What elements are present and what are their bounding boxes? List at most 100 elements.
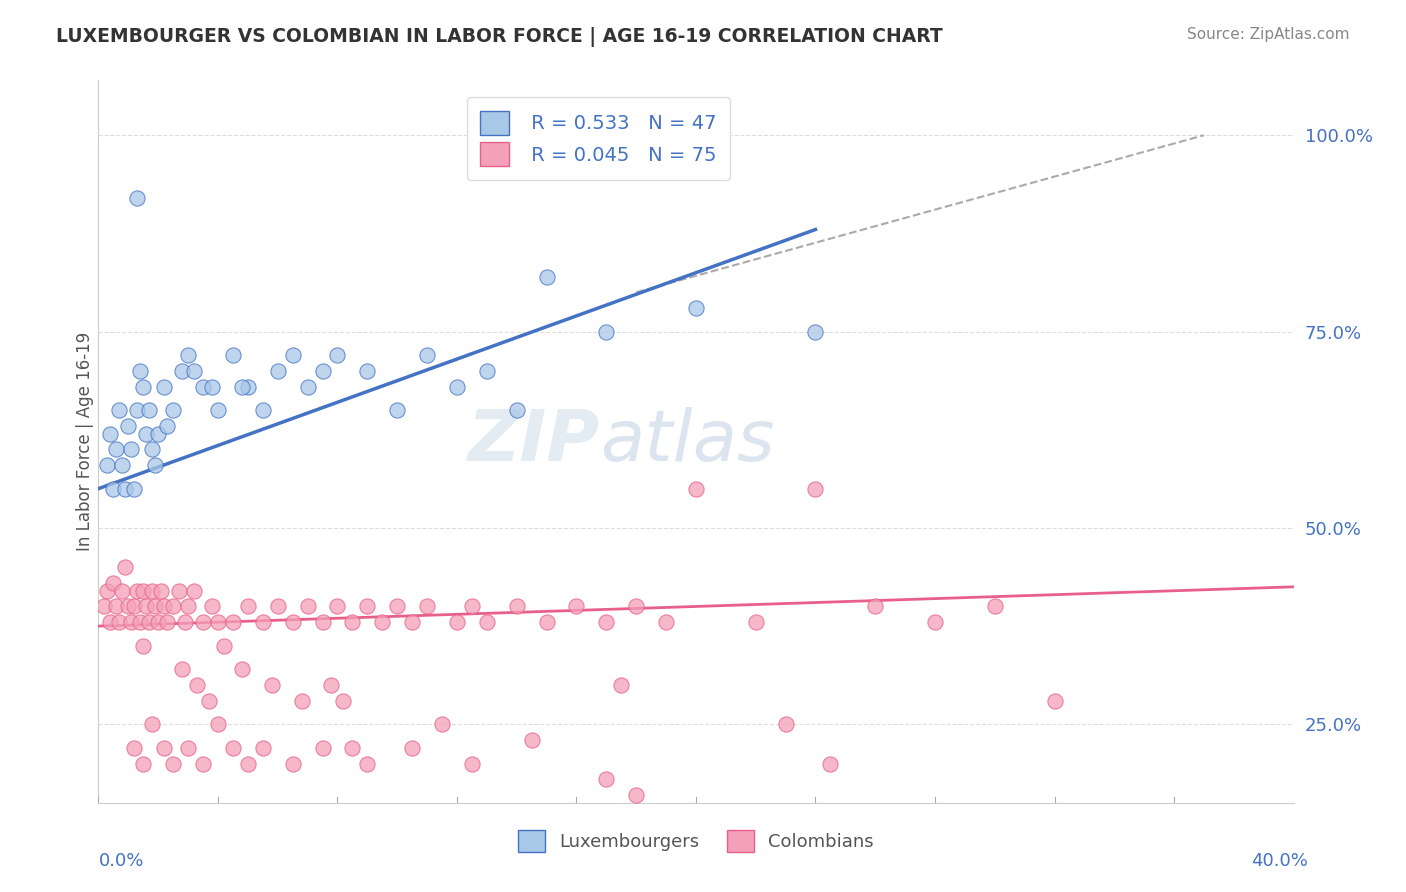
Point [124, 482, 146, 496]
Point [595, 772, 617, 787]
Point [191, 756, 214, 771]
Point [326, 599, 349, 614]
Point [311, 740, 333, 755]
Point [222, 615, 245, 630]
Point [177, 599, 200, 614]
Point [132, 639, 155, 653]
Point [506, 599, 529, 614]
Point [96, 458, 118, 472]
Point [984, 599, 1007, 614]
Point [446, 379, 468, 393]
Point [236, 756, 259, 771]
Point [153, 740, 176, 755]
Point [416, 599, 439, 614]
Point [207, 403, 229, 417]
Point [183, 583, 205, 598]
Point [117, 599, 139, 614]
Point [98, 426, 122, 441]
Point [430, 717, 453, 731]
Point [297, 599, 319, 614]
Point [174, 615, 197, 630]
Point [252, 403, 274, 417]
Point [655, 615, 678, 630]
Point [595, 615, 617, 630]
Point [342, 740, 364, 755]
Point [93, 599, 115, 614]
Point [252, 615, 274, 630]
Point [626, 788, 648, 802]
Point [111, 458, 134, 472]
Point [117, 418, 139, 433]
Point [120, 615, 142, 630]
Point [103, 575, 125, 590]
Point [148, 426, 170, 441]
Point [385, 403, 409, 417]
Point [141, 583, 163, 598]
Point [231, 379, 253, 393]
Point [626, 599, 648, 614]
Point [156, 615, 179, 630]
Point [103, 482, 125, 496]
Point [98, 615, 122, 630]
Point [595, 325, 617, 339]
Text: ZIP: ZIP [468, 407, 600, 476]
Point [191, 379, 214, 393]
Point [371, 615, 394, 630]
Point [135, 599, 157, 614]
Point [804, 325, 827, 339]
Point [267, 364, 290, 378]
Point [281, 756, 304, 771]
Point [124, 599, 146, 614]
Text: atlas: atlas [600, 407, 775, 476]
Legend: Luxembourgers, Colombians: Luxembourgers, Colombians [510, 822, 882, 859]
Point [105, 599, 128, 614]
Point [167, 583, 190, 598]
Point [111, 583, 134, 598]
Point [311, 615, 333, 630]
Point [153, 599, 176, 614]
Point [129, 364, 152, 378]
Point [745, 615, 768, 630]
Point [114, 482, 136, 496]
Point [186, 678, 208, 692]
Point [108, 403, 131, 417]
Point [356, 756, 378, 771]
Point [132, 379, 155, 393]
Point [281, 348, 304, 362]
Point [153, 379, 176, 393]
Point [138, 615, 160, 630]
Point [127, 583, 149, 598]
Point [506, 403, 529, 417]
Point [236, 379, 259, 393]
Point [96, 583, 118, 598]
Point [156, 418, 179, 433]
Point [1043, 694, 1066, 708]
Point [212, 639, 235, 653]
Point [385, 599, 409, 614]
Text: 40.0%: 40.0% [1251, 852, 1308, 870]
Point [129, 615, 152, 630]
Point [865, 599, 887, 614]
Point [138, 403, 160, 417]
Point [332, 694, 354, 708]
Point [231, 662, 253, 676]
Point [207, 717, 229, 731]
Point [297, 379, 319, 393]
Point [172, 662, 194, 676]
Point [252, 740, 274, 755]
Point [475, 615, 498, 630]
Point [207, 615, 229, 630]
Point [120, 442, 142, 457]
Point [198, 694, 221, 708]
Point [356, 364, 378, 378]
Point [222, 740, 245, 755]
Point [108, 615, 131, 630]
Point [401, 740, 423, 755]
Point [127, 191, 149, 205]
Point [143, 458, 166, 472]
Point [520, 733, 543, 747]
Point [135, 426, 157, 441]
Point [685, 301, 707, 315]
Point [475, 364, 498, 378]
Point [342, 615, 364, 630]
